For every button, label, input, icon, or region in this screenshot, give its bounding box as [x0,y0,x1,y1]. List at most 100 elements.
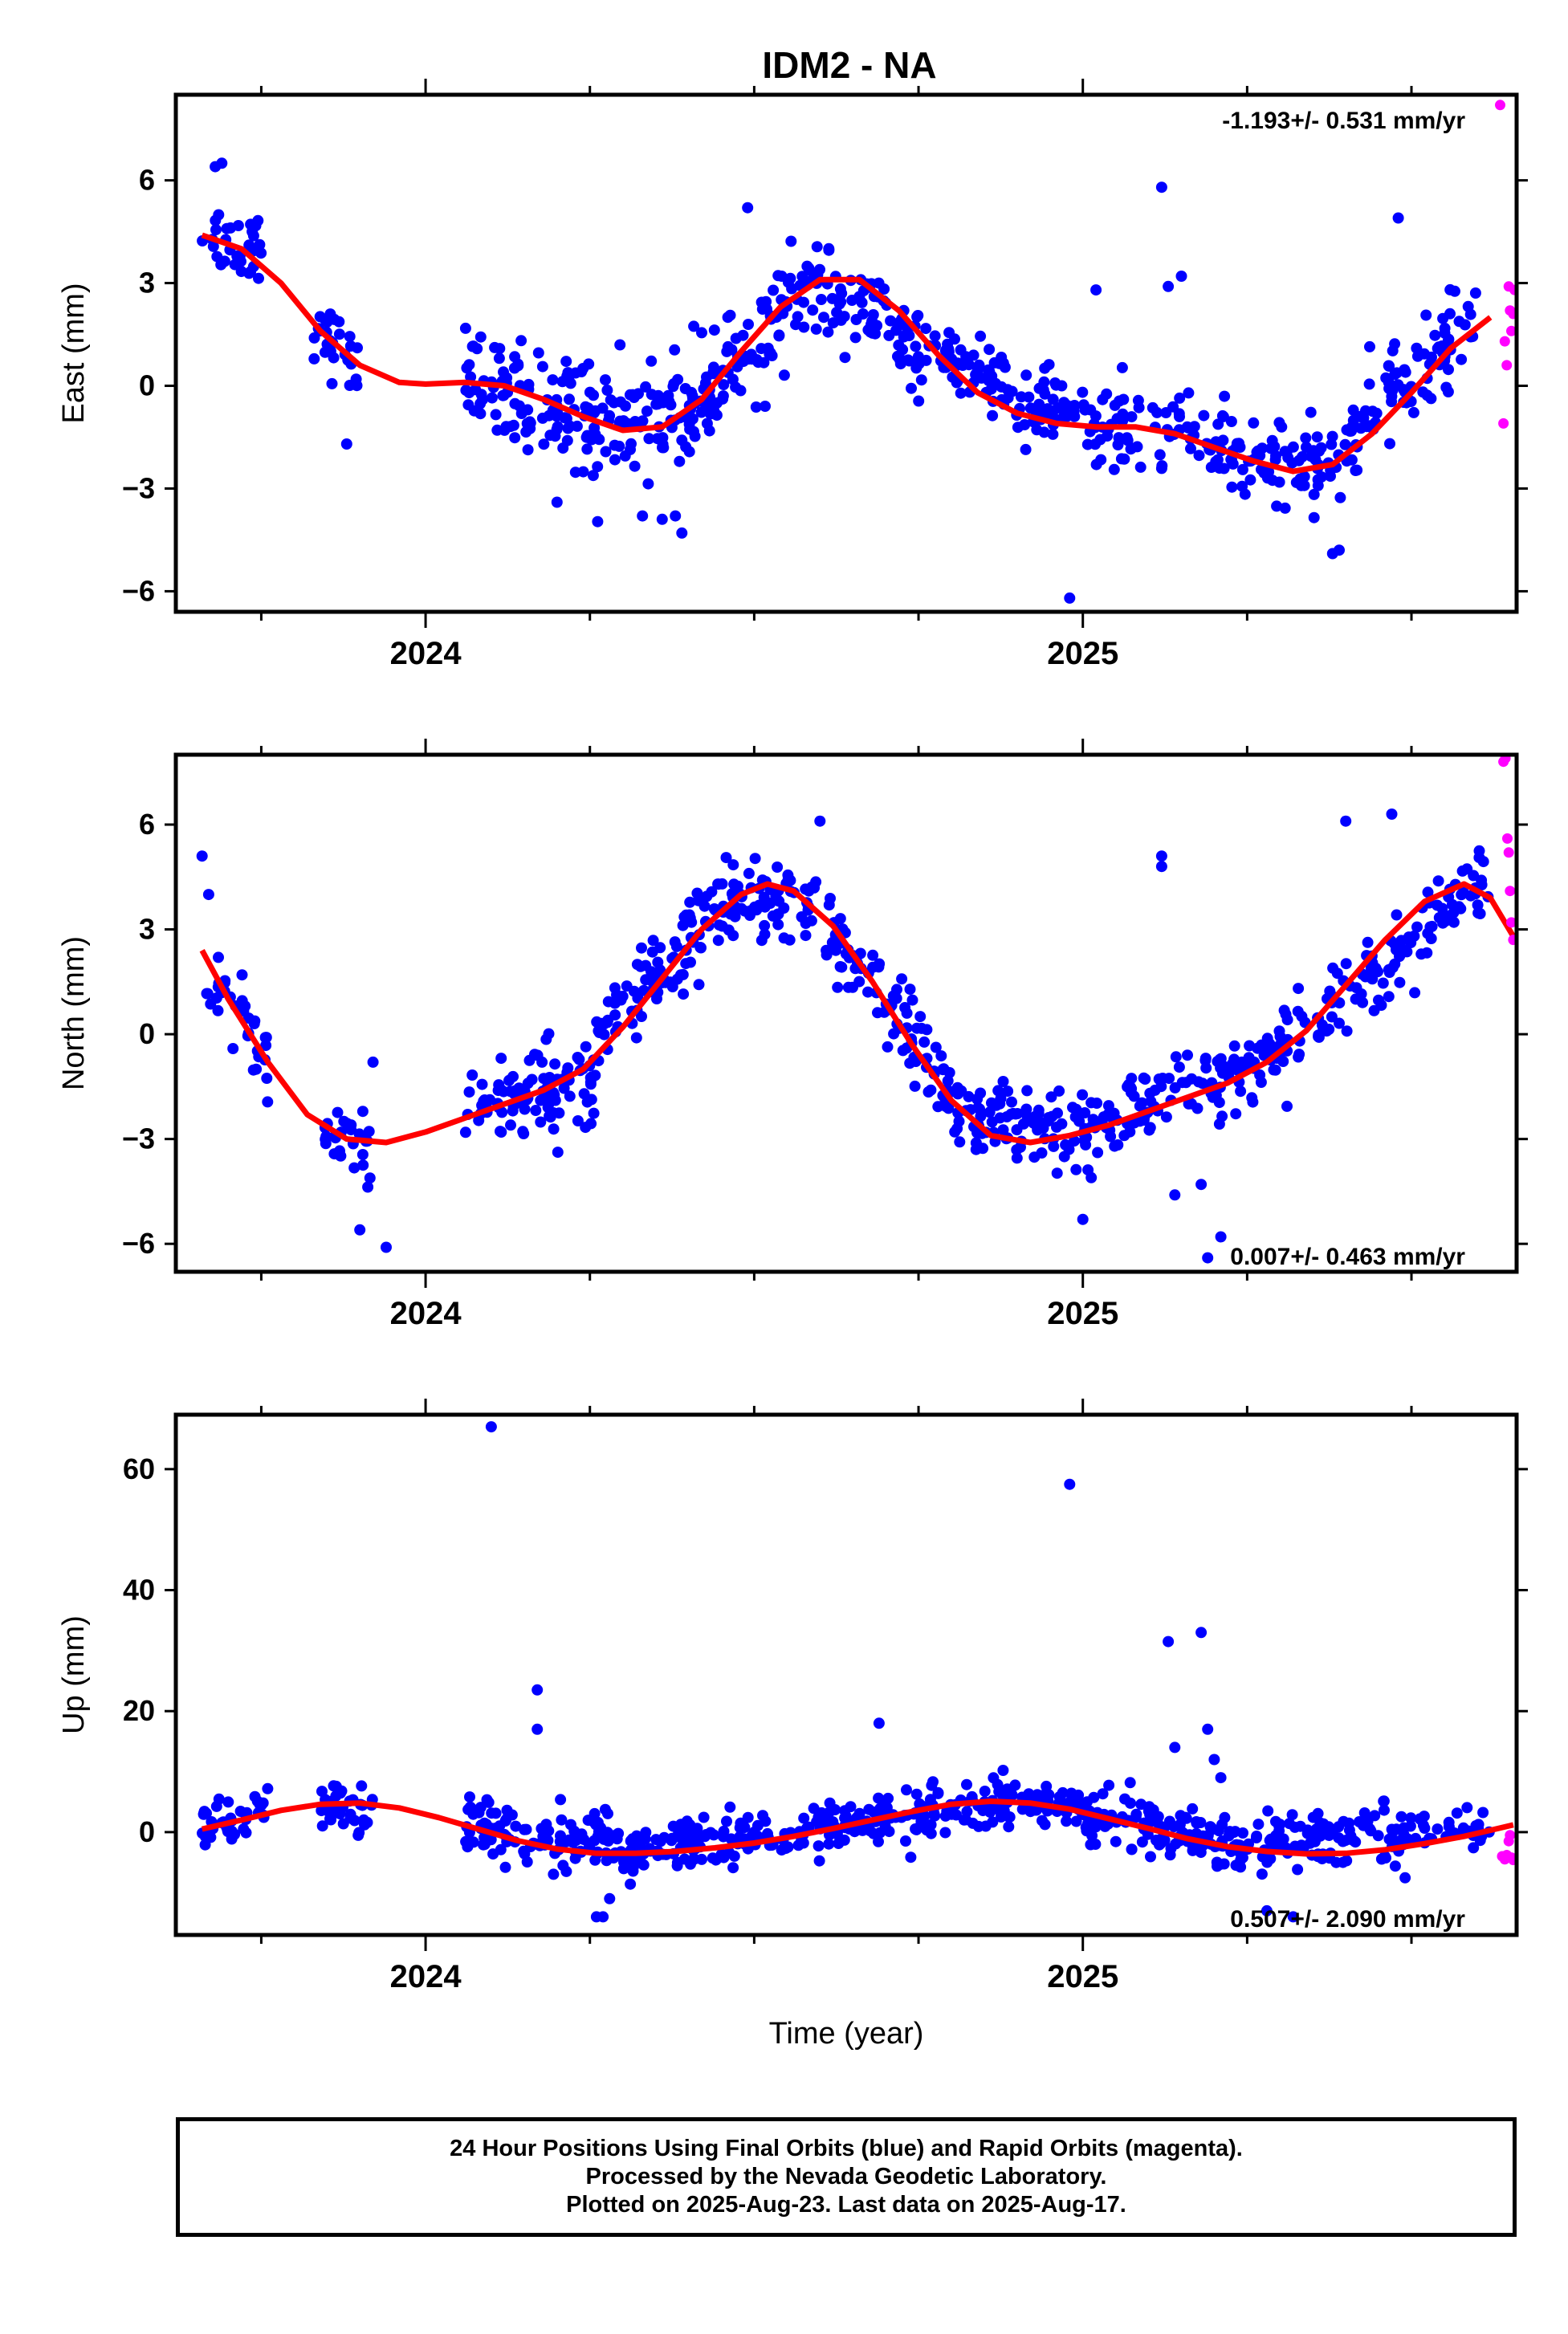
final-orbit-point [593,434,605,446]
final-orbit-point [1377,977,1389,989]
final-orbit-point [1183,387,1195,399]
final-orbit-point [1063,1143,1075,1155]
final-orbit-point [213,1793,225,1805]
plot-area [197,100,1517,604]
final-orbit-point [1134,461,1146,473]
final-orbit-point [498,1086,510,1098]
final-orbit-outlier [1090,284,1102,296]
final-orbit-point [585,1118,597,1130]
final-orbit-outlier [367,1056,379,1068]
final-orbit-point [658,442,670,454]
final-orbit-point [227,1043,239,1054]
final-orbit-point [1292,1864,1304,1876]
plot-frame [173,1412,1519,1937]
final-orbit-point [523,378,535,390]
final-orbit-point [544,430,556,442]
final-orbit-point [628,985,640,997]
final-orbit-point [1004,1811,1016,1823]
final-orbit-point [997,1076,1009,1087]
final-orbit-point [914,1011,927,1023]
final-orbit-point [1131,441,1143,453]
model-curve [199,881,1516,1146]
final-orbit-point [1265,1833,1277,1845]
final-orbit-point [1248,417,1260,429]
final-orbit-point [522,404,534,416]
final-orbit-point [813,1855,825,1867]
final-orbit-point [1069,1135,1080,1147]
final-orbit-point [813,1840,825,1852]
final-orbit-point [352,1829,365,1841]
final-orbit-point [1085,1839,1097,1851]
final-orbit-point [495,1053,507,1065]
final-orbit-point [643,433,655,445]
final-orbit-point [963,359,975,371]
final-orbit-point [821,949,833,961]
final-orbit-point [583,358,595,370]
final-orbit-point [1386,1823,1398,1835]
final-orbit-point [874,1802,886,1815]
final-orbit-point [1312,1807,1324,1819]
final-orbit-point [683,446,695,458]
final-orbit-point [1088,1791,1100,1803]
final-orbit-point [1474,908,1486,919]
final-orbit-point [646,355,658,367]
final-orbit-point [254,1798,266,1811]
final-orbit-outlier [722,312,734,324]
final-orbit-point [1069,400,1081,411]
final-orbit-point [232,220,244,231]
final-orbit-point [810,876,822,888]
final-orbit-point [1383,991,1395,1003]
final-orbit-point [601,1855,613,1867]
final-orbit-outlier [1287,1911,1299,1923]
final-orbit-point [535,1116,547,1128]
final-orbit-outlier [676,527,688,539]
final-orbit-point [1193,450,1205,462]
final-orbit-point [689,430,701,442]
final-orbit-point [481,1794,493,1806]
final-orbit-point [839,352,851,364]
final-orbit-point [996,352,1008,363]
final-orbit-point [663,396,675,408]
final-orbit-point [758,356,770,369]
final-orbit-point [1298,470,1310,483]
final-orbit-point [823,899,835,911]
plot-area [196,755,1517,1264]
final-orbit-point [1097,1788,1109,1800]
final-orbit-point [671,1859,683,1872]
final-orbit-outlier [1175,271,1187,282]
y-tick-label: 3 [139,913,155,946]
final-orbit-point [685,1858,696,1870]
final-orbit-point [201,988,213,1000]
final-orbit-outlier [1261,1904,1273,1916]
final-orbit-point [807,304,819,316]
final-orbit-point [1198,409,1210,422]
final-orbit-point [548,1868,560,1880]
final-orbit-point [1052,1107,1063,1119]
final-orbit-point [826,292,838,304]
final-orbit-point [631,959,643,971]
final-orbit-point [1236,1056,1248,1068]
final-orbit-point [836,287,848,299]
y-tick-label: 40 [123,1574,155,1607]
final-orbit-point [211,251,223,263]
final-orbit-point [792,311,804,323]
final-orbit-point [901,1007,913,1019]
final-orbit-point [336,1785,348,1797]
final-orbit-point [207,240,219,252]
final-orbit-point [955,387,967,399]
final-orbit-point [581,1096,593,1108]
rapid-orbit-point [1498,418,1509,429]
final-orbit-point [686,413,698,425]
final-orbit-point [1281,1100,1293,1112]
final-orbit-outlier [1169,1741,1181,1754]
final-orbit-point [1077,1089,1089,1101]
final-orbit-point [1037,384,1049,396]
final-orbit-point [358,1814,370,1826]
final-orbit-point [1151,406,1163,418]
final-orbit-point [466,1802,478,1815]
final-orbit-point [1181,421,1193,433]
final-orbit-point [614,339,626,351]
final-orbit-point [597,402,609,414]
final-orbit-point [1391,909,1403,921]
